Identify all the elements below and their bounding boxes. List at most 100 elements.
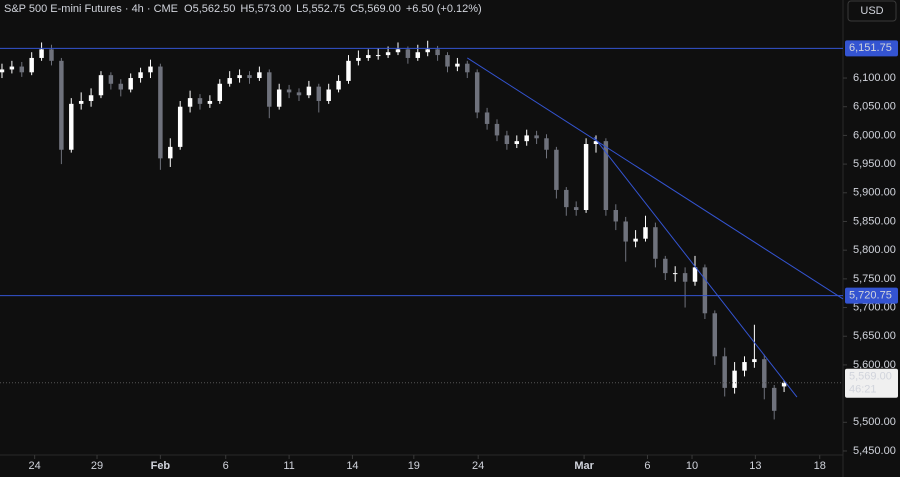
price-badge	[845, 287, 898, 304]
candle-body	[207, 100, 213, 104]
x-tick-label: 14	[346, 460, 358, 472]
candle-body	[395, 49, 401, 53]
y-tick-label: 5,800.00	[853, 244, 896, 256]
candle-body	[663, 258, 668, 274]
candle-body	[158, 66, 163, 159]
candle-body	[504, 135, 510, 145]
header-value: +6.50 (+0.12%)	[406, 3, 482, 15]
y-tick-label: 5,650.00	[853, 330, 896, 342]
candle-body	[544, 138, 549, 150]
candle-body	[623, 221, 628, 242]
candle-body	[187, 98, 193, 107]
candle-body	[49, 49, 54, 61]
x-tick-label: 19	[408, 460, 420, 472]
candle-body	[455, 63, 460, 67]
candle-body	[564, 189, 569, 208]
last-price-badge	[845, 368, 898, 398]
candle-body	[722, 356, 727, 388]
candle-body	[168, 146, 173, 159]
candle-body	[197, 98, 203, 104]
candle-body	[227, 78, 232, 84]
candle-body	[148, 66, 153, 73]
candle-body	[732, 370, 737, 388]
last-price-label: 5,569.00	[849, 371, 892, 383]
candle-body	[385, 52, 391, 56]
candle-body	[771, 387, 777, 411]
candle-body	[405, 49, 411, 58]
candle-body	[336, 80, 341, 90]
candle-body	[0, 69, 5, 73]
header-value: H5,573.00	[240, 3, 291, 15]
y-tick-label: 6,050.00	[853, 101, 896, 113]
candle-body	[633, 238, 638, 242]
candle-body	[39, 49, 44, 58]
candle-body	[29, 57, 34, 73]
candle-body	[682, 273, 688, 282]
candle-body	[573, 207, 579, 210]
candle-body	[247, 75, 252, 79]
y-tick-label: 5,500.00	[853, 416, 896, 428]
x-tick-label: 18	[814, 460, 826, 472]
header-value: O5,562.50	[184, 3, 235, 15]
candle-body	[742, 362, 747, 371]
candle-body	[445, 55, 450, 67]
candle-body	[128, 78, 133, 90]
x-tick-label: 13	[749, 460, 761, 472]
candle-body	[613, 210, 619, 222]
candle-body	[762, 359, 767, 388]
currency-button[interactable]	[847, 0, 897, 22]
candle-body	[326, 89, 331, 101]
y-tick-label: 5,900.00	[853, 187, 896, 199]
trendline	[593, 136, 798, 398]
x-tick-label: 29	[91, 460, 103, 472]
trendline	[467, 57, 844, 300]
candle-body	[286, 89, 292, 93]
x-tick-label: Mar	[574, 460, 594, 472]
candle-body	[524, 135, 529, 142]
header-value: C5,569.00	[350, 3, 401, 15]
x-tick-label: 24	[29, 460, 41, 472]
candle-body	[534, 135, 539, 139]
candle-body	[346, 60, 351, 81]
candle-body	[425, 49, 430, 53]
y-tick-label: 5,450.00	[853, 445, 896, 457]
candle-body	[653, 227, 658, 259]
candle-body	[108, 75, 114, 84]
candle-body	[583, 144, 589, 210]
candle-body	[217, 83, 223, 101]
x-tick-label: 6	[223, 460, 229, 472]
candle-body	[138, 72, 143, 79]
candle-body	[712, 313, 718, 357]
candle-body	[554, 149, 559, 190]
y-tick-label: 6,100.00	[853, 72, 896, 84]
y-tick-label: 5,850.00	[853, 215, 896, 227]
y-tick-label: 5,600.00	[853, 359, 896, 371]
candle-body	[752, 359, 757, 363]
candle-body	[69, 103, 74, 150]
x-tick-label: 24	[472, 460, 484, 472]
candle-body	[435, 49, 440, 56]
candle-body	[356, 57, 361, 61]
candle-body	[276, 89, 282, 107]
candle-body	[474, 72, 480, 113]
candle-body	[375, 55, 381, 57]
candle-body	[702, 267, 708, 314]
header-value: L5,552.75	[296, 3, 345, 15]
currency[interactable]: USD	[860, 5, 883, 17]
candle-body	[672, 273, 678, 275]
countdown-label: 46:21	[849, 384, 877, 396]
candle-body	[781, 382, 787, 387]
x-tick-label: 6	[644, 460, 650, 472]
candle-body	[78, 100, 84, 104]
candle-body	[514, 141, 520, 145]
y-tick-label: 5,700.00	[853, 301, 896, 313]
chart-title: S&P 500 E-mini Futures · 4h · CME	[4, 3, 178, 15]
candle-body	[465, 63, 470, 73]
candle-body	[415, 52, 421, 58]
candle-body	[316, 86, 322, 101]
price-badge-label: 5,720.75	[849, 290, 892, 302]
candle-body	[484, 112, 490, 124]
candle-body	[9, 66, 15, 70]
candle-body	[267, 72, 272, 107]
